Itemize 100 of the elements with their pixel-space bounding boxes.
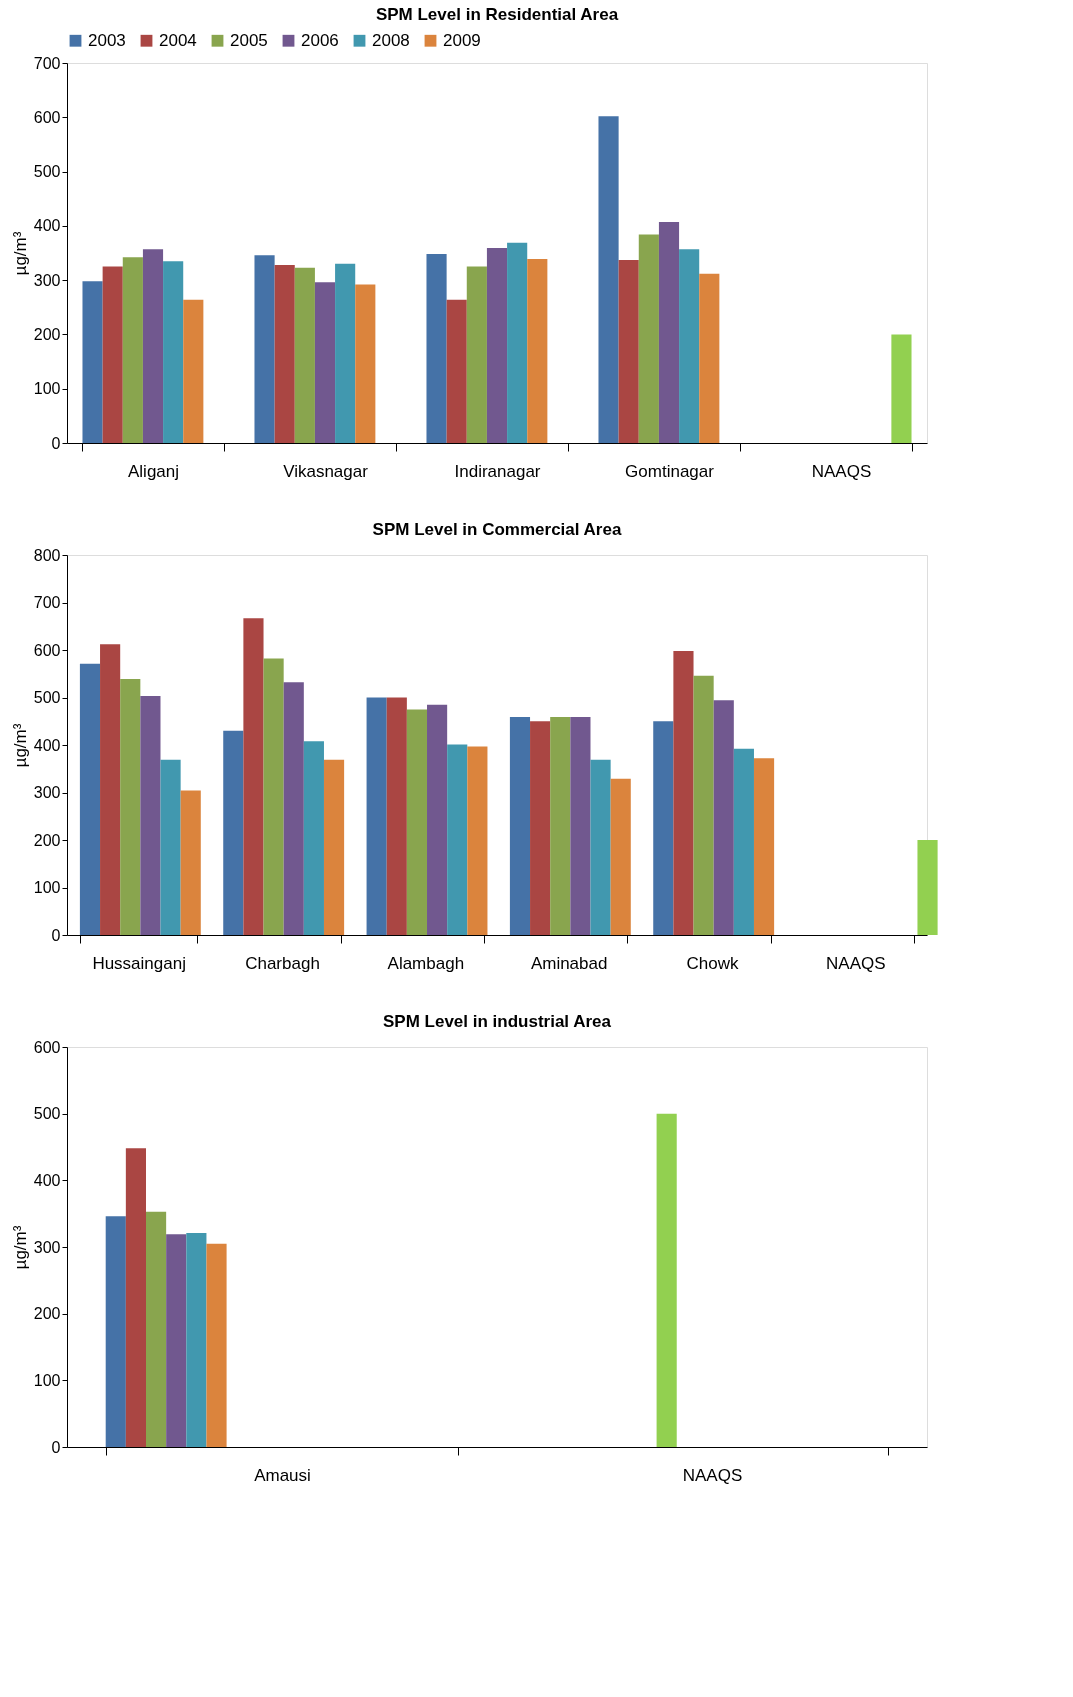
y-tick-label: 200 <box>33 325 61 343</box>
y-tick-label: 800 <box>33 546 61 564</box>
y-tick-label: 500 <box>33 163 61 181</box>
bar <box>180 790 201 935</box>
bar <box>140 696 161 935</box>
bar <box>294 267 315 443</box>
bar <box>427 704 448 935</box>
bar <box>638 234 659 443</box>
bar <box>673 650 694 935</box>
bar <box>610 778 631 935</box>
legend-label: 2005 <box>230 30 268 50</box>
legend-label: 2004 <box>159 30 197 50</box>
bar <box>406 709 428 935</box>
legend-label: 2009 <box>443 30 481 50</box>
bar <box>693 675 714 935</box>
y-tick-label: 500 <box>33 689 61 706</box>
bar <box>263 658 284 935</box>
y-tick-label: 200 <box>33 831 61 849</box>
bar <box>223 730 244 935</box>
x-tick-label: Aliganj <box>127 461 180 481</box>
bar <box>509 716 531 935</box>
bar <box>120 678 141 935</box>
y-tick-label: 400 <box>33 217 61 235</box>
bar <box>679 249 700 443</box>
x-tick-label: Hussainganj <box>92 953 186 973</box>
chart-title: SPM Level in Residential Area <box>375 5 619 24</box>
y-tick-label: 200 <box>33 1305 61 1323</box>
x-tick-label: Amausi <box>254 1465 311 1485</box>
bar <box>323 759 345 935</box>
bar <box>753 758 775 935</box>
bar <box>447 744 468 935</box>
bar <box>653 721 674 935</box>
bar <box>335 263 356 443</box>
x-tick-label: NAAQS <box>811 461 872 481</box>
y-tick-label: 0 <box>51 434 61 452</box>
bar <box>254 255 275 443</box>
bar <box>527 258 548 443</box>
bar <box>142 249 164 443</box>
y-axis-title: µg/m³ <box>10 1225 30 1270</box>
bar <box>100 644 121 935</box>
y-tick-label: 100 <box>33 380 61 398</box>
bar <box>79 663 101 935</box>
y-tick-label: 100 <box>33 879 61 896</box>
bar <box>183 299 204 443</box>
x-tick-label: NAAQS <box>682 1465 743 1485</box>
legend-label: 2006 <box>301 30 339 50</box>
x-tick-label: Aminabad <box>530 953 608 973</box>
y-tick-label: 600 <box>33 108 61 126</box>
x-tick-label: Charbagh <box>245 953 320 973</box>
x-tick-label: Indiranagar <box>454 461 541 481</box>
bar <box>366 697 387 935</box>
bar <box>530 721 551 935</box>
y-tick-label: 600 <box>33 1038 61 1056</box>
bar <box>550 716 571 935</box>
bar <box>243 618 264 935</box>
x-tick-label: Gomtinagar <box>625 461 715 481</box>
y-axis-title: µg/m³ <box>10 723 30 768</box>
x-tick-label: Vikasnagar <box>283 461 369 481</box>
y-axis-title: µg/m³ <box>10 231 30 276</box>
chart-title: SPM Level in Commercial Area <box>372 520 622 539</box>
bar <box>283 682 304 935</box>
bar <box>699 273 720 443</box>
y-tick-label: 300 <box>33 1238 61 1256</box>
y-tick-label: 400 <box>33 736 61 754</box>
y-tick-label: 500 <box>33 1105 61 1123</box>
bar <box>355 284 376 443</box>
bar <box>590 759 611 935</box>
x-tick-label: Chowk <box>686 953 739 973</box>
bar <box>426 254 447 443</box>
bar <box>122 257 143 443</box>
bar <box>467 746 488 935</box>
bar <box>917 840 938 935</box>
bar <box>598 116 619 443</box>
y-tick-label: 300 <box>33 784 61 801</box>
bar <box>891 334 912 443</box>
bar <box>466 266 487 443</box>
bar <box>274 264 295 443</box>
bar <box>386 697 407 935</box>
bar <box>507 242 528 443</box>
bar <box>733 748 754 935</box>
x-tick-label: NAAQS <box>826 953 886 973</box>
bar <box>713 700 734 935</box>
bar <box>102 266 123 443</box>
bar <box>163 261 184 443</box>
chart-title: SPM Level in industrial Area <box>383 1012 612 1031</box>
bar <box>314 282 336 443</box>
bar <box>446 299 467 443</box>
bar <box>160 759 181 935</box>
y-tick-label: 300 <box>33 271 61 289</box>
y-tick-label: 700 <box>33 594 61 611</box>
bar <box>570 716 591 935</box>
bar <box>82 281 103 443</box>
y-tick-label: 100 <box>33 1371 61 1389</box>
bar <box>486 248 508 443</box>
y-tick-label: 0 <box>51 1438 61 1456</box>
x-tick-label: Alambagh <box>387 953 465 973</box>
legend-label: 2003 <box>88 30 126 50</box>
y-tick-label: 0 <box>51 926 61 944</box>
bar <box>658 222 680 443</box>
bar <box>303 741 324 935</box>
